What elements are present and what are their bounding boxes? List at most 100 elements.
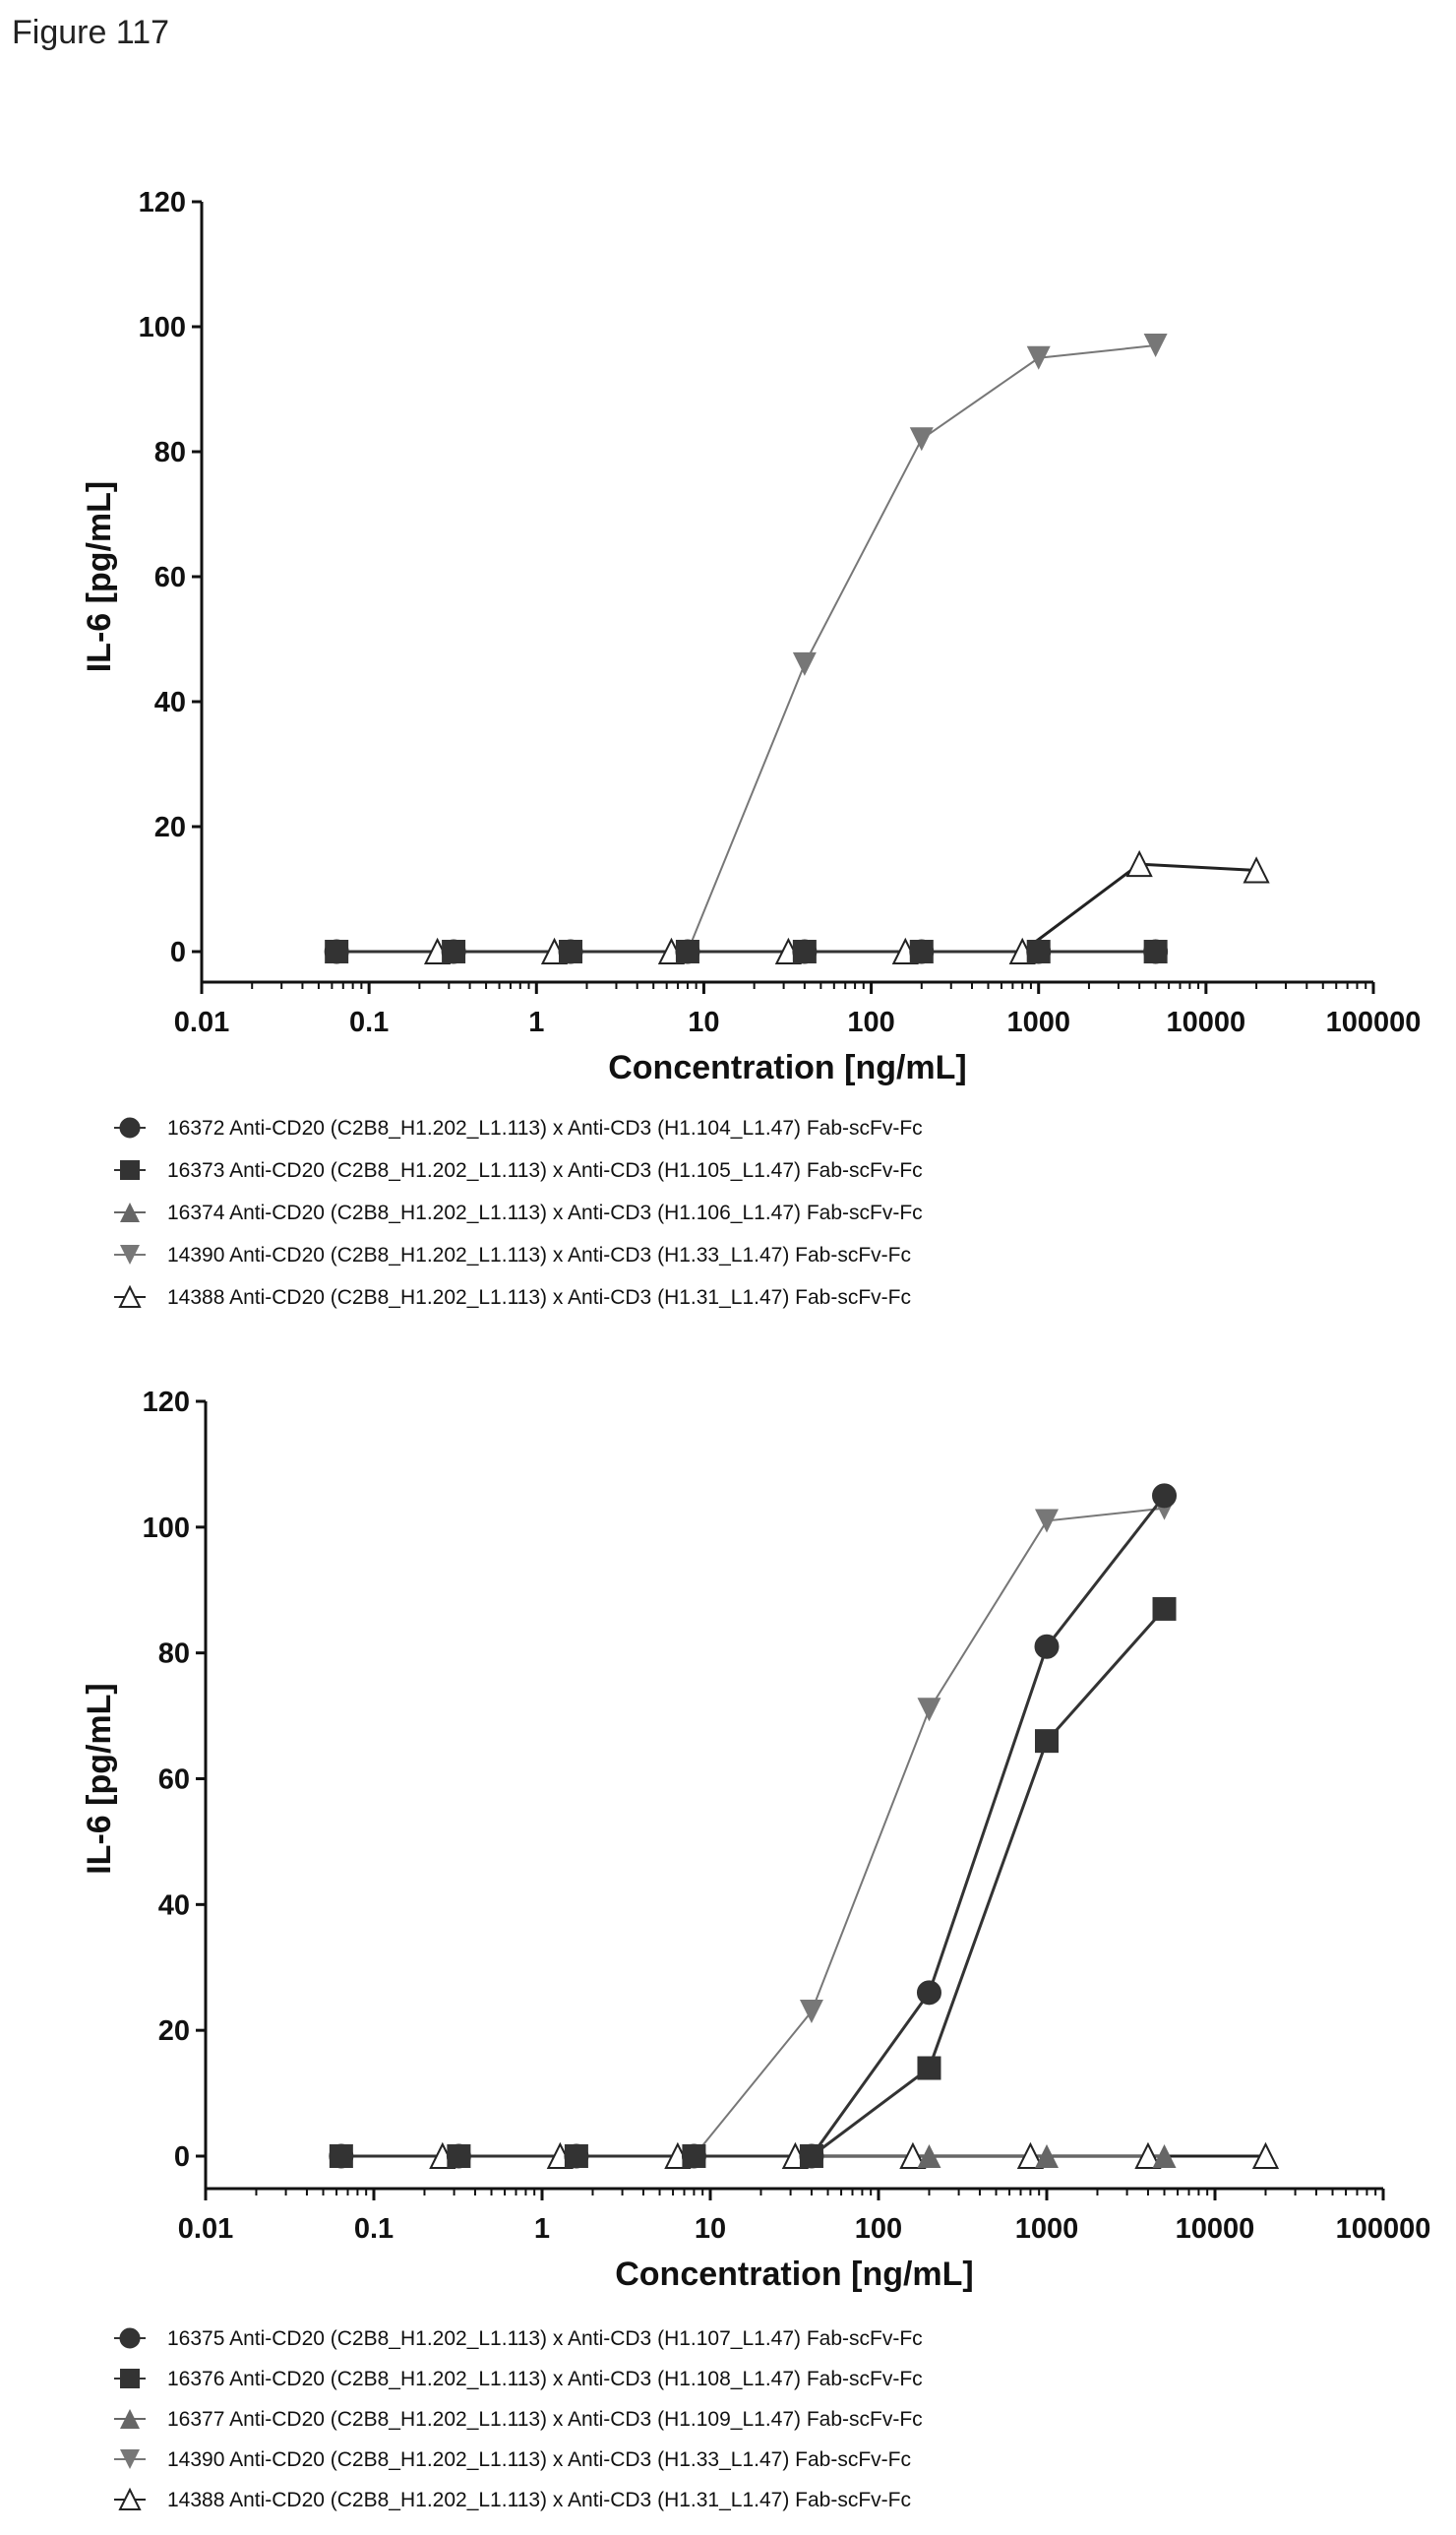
legend-marker-circle (119, 1117, 141, 1139)
legend-item: 16374 Anti-CD20 (C2B8_H1.202_L1.113) x A… (114, 1202, 923, 1224)
data-point-square (682, 2144, 706, 2168)
y-tick-label: 60 (154, 562, 186, 593)
data-point-triangle-open (1016, 2141, 1045, 2169)
legend-marker-triangle-down (120, 1245, 140, 1265)
data-point-triangle-open (1243, 856, 1270, 884)
data-point-triangle-open (1125, 849, 1153, 878)
data-point-triangle-down (799, 1999, 823, 2023)
data-point-square (325, 940, 349, 963)
legend-label: 14388 Anti-CD20 (C2B8_H1.202_L1.113) x A… (167, 1286, 911, 1309)
data-point-square (1143, 940, 1168, 963)
data-point-square (1026, 940, 1051, 963)
x-axis-title: Concentration [ng/mL] (615, 2256, 974, 2293)
data-point-square (559, 940, 583, 963)
data-point-triangle-down (1026, 345, 1051, 370)
data-point-triangle-up (1152, 2144, 1177, 2168)
data-point-triangle-down (917, 1698, 941, 1722)
data-point-square (1152, 1596, 1177, 1621)
x-tick-label: 1 (528, 1007, 544, 1038)
x-tick-label: 10000 (1167, 1007, 1246, 1038)
y-tick-label: 80 (154, 437, 186, 468)
legend-item: 16376 Anti-CD20 (C2B8_H1.202_L1.113) x A… (114, 2368, 923, 2390)
data-point-triangle-up (917, 2144, 941, 2168)
y-axis-title: IL-6 [pg/mL] (81, 481, 118, 673)
x-tick-label: 10 (695, 2213, 726, 2245)
x-tick-label: 10000 (1176, 2213, 1255, 2245)
legend-label: 14390 Anti-CD20 (C2B8_H1.202_L1.113) x A… (167, 2448, 911, 2471)
y-tick-label: 120 (139, 187, 186, 218)
y-tick-label: 20 (154, 812, 186, 843)
x-tick-label: 100 (855, 2213, 902, 2245)
y-axis-title: IL-6 [pg/mL] (81, 1683, 118, 1875)
series-line-0 (336, 344, 1156, 953)
data-point-square (447, 2144, 471, 2168)
data-point-triangle-down (1143, 334, 1168, 358)
legend-marker-triangle-open (118, 1284, 142, 1308)
data-point-square (792, 940, 817, 963)
x-tick-label: 0.01 (174, 1007, 229, 1038)
y-tick-label: 40 (158, 1889, 190, 1921)
data-point-circle (916, 1980, 941, 2006)
legend-marker-triangle-up (120, 1203, 140, 1222)
data-point-triangle-open (1134, 2141, 1162, 2169)
data-point-square (909, 940, 934, 963)
y-tick-label: 20 (158, 2015, 190, 2047)
figure-title: Figure 117 (12, 14, 170, 51)
data-point-square (329, 2144, 353, 2168)
chart-2: 0 20 40 60 80 100 120 0.01 0.1 1 10 100 1000 10000 100… (81, 1387, 1430, 2511)
x-tick-label: 100 (847, 1007, 894, 1038)
y-tick-label: 80 (158, 1638, 190, 1670)
legend-marker-square (120, 1160, 140, 1180)
data-point-square (675, 940, 699, 963)
data-point-triangle-down (1035, 1509, 1059, 1533)
data-point-square (799, 2144, 823, 2168)
legend-item: 16375 Anti-CD20 (C2B8_H1.202_L1.113) x A… (114, 2327, 923, 2350)
data-point-triangle-open (1251, 2141, 1280, 2169)
y-tick-label: 0 (170, 937, 186, 968)
x-tick-label: 1 (534, 2213, 550, 2245)
y-tick-label: 40 (154, 687, 186, 718)
series-line-0 (340, 1507, 1165, 2157)
series-line-3 (340, 1494, 1166, 2158)
legend-label: 16377 Anti-CD20 (C2B8_H1.202_L1.113) x A… (167, 2408, 923, 2431)
legend-label: 16375 Anti-CD20 (C2B8_H1.202_L1.113) x A… (167, 2327, 923, 2350)
legend-label: 16374 Anti-CD20 (C2B8_H1.202_L1.113) x A… (167, 1202, 923, 1224)
x-axis-title: Concentration [ng/mL] (608, 1049, 967, 1086)
legend-item: 14388 Anti-CD20 (C2B8_H1.202_L1.113) x A… (114, 2487, 911, 2511)
legend-marker-square (120, 2369, 140, 2388)
data-point-square (917, 2056, 941, 2080)
legend-label: 14388 Anti-CD20 (C2B8_H1.202_L1.113) x A… (167, 2489, 911, 2511)
legend-label: 16376 Anti-CD20 (C2B8_H1.202_L1.113) x A… (167, 2368, 923, 2390)
data-point-square (1035, 1729, 1059, 1754)
x-tick-label: 10 (688, 1007, 719, 1038)
legend-marker-circle (119, 2327, 141, 2349)
legend-item: 16377 Anti-CD20 (C2B8_H1.202_L1.113) x A… (114, 2408, 923, 2431)
chart-1: 0 20 40 60 80 100 120 0.01 0.1 1 10 100 1000 10000 100… (81, 187, 1421, 1309)
y-tick-label: 120 (143, 1387, 190, 1418)
y-tick-label: 0 (174, 2141, 190, 2173)
legend-marker-triangle-up (120, 2409, 140, 2429)
x-tick-label: 1000 (1015, 2213, 1079, 2245)
legend-label: 16372 Anti-CD20 (C2B8_H1.202_L1.113) x A… (167, 1117, 923, 1140)
x-tick-label: 0.01 (178, 2213, 233, 2245)
x-tick-label: 0.1 (354, 2213, 394, 2245)
data-point-square (442, 940, 466, 963)
y-tick-label: 100 (139, 312, 186, 343)
legend-item: 16373 Anti-CD20 (C2B8_H1.202_L1.113) x A… (114, 1159, 923, 1182)
legend-item: 14390 Anti-CD20 (C2B8_H1.202_L1.113) x A… (114, 1244, 911, 1267)
legend-item: 16372 Anti-CD20 (C2B8_H1.202_L1.113) x A… (114, 1117, 923, 1140)
legend-label: 16373 Anti-CD20 (C2B8_H1.202_L1.113) x A… (167, 1159, 923, 1182)
x-tick-label: 100000 (1326, 1007, 1422, 1038)
data-point-square (564, 2144, 588, 2168)
data-point-triangle-open (899, 2141, 927, 2169)
series-line-4 (340, 1607, 1166, 2158)
legend-label: 14390 Anti-CD20 (C2B8_H1.202_L1.113) x A… (167, 1244, 911, 1267)
legend-item: 14388 Anti-CD20 (C2B8_H1.202_L1.113) x A… (114, 1284, 911, 1309)
legend-marker-triangle-down (120, 2449, 140, 2469)
y-tick-label: 100 (143, 1513, 190, 1544)
data-point-triangle-down (792, 651, 817, 676)
data-point-triangle-up (1035, 2144, 1059, 2168)
x-tick-label: 0.1 (349, 1007, 389, 1038)
x-tick-label: 1000 (1006, 1007, 1070, 1038)
y-tick-label: 60 (158, 1764, 190, 1796)
